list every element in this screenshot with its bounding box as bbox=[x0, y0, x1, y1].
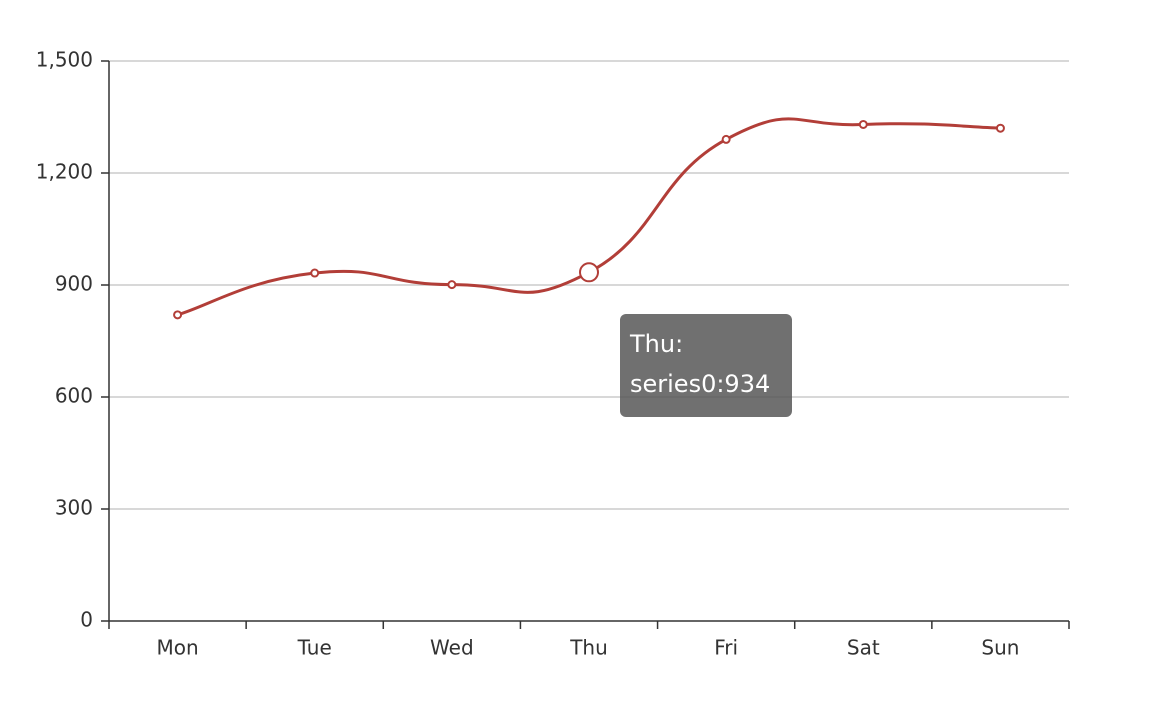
tooltip-box bbox=[620, 314, 792, 417]
tooltip: Thu: series0:934 bbox=[620, 314, 792, 417]
point bbox=[721, 134, 731, 144]
x-tick-label: Thu bbox=[569, 636, 608, 660]
x-tick-label: Sun bbox=[981, 636, 1019, 660]
x-tick-label: Wed bbox=[430, 636, 474, 660]
y-tick-label: 900 bbox=[55, 272, 93, 296]
y-tick-label: 1,500 bbox=[36, 48, 93, 72]
x-tick-label: Fri bbox=[714, 636, 738, 660]
tooltip-title: Thu: bbox=[629, 330, 683, 358]
y-tick-label: 300 bbox=[55, 496, 93, 520]
y-tick-label: 1,200 bbox=[36, 160, 93, 184]
point bbox=[579, 262, 599, 283]
y-tick-label: 600 bbox=[55, 384, 93, 408]
y-tick-label: 0 bbox=[80, 608, 93, 632]
x-tick-label: Tue bbox=[297, 636, 332, 660]
point bbox=[995, 123, 1005, 133]
x-tick-label: Sat bbox=[847, 636, 880, 660]
point bbox=[173, 310, 183, 320]
x-tick-label: Mon bbox=[156, 636, 198, 660]
tooltip-text: series0:934 bbox=[630, 370, 770, 398]
point bbox=[447, 280, 457, 290]
point bbox=[310, 268, 320, 278]
point bbox=[858, 119, 868, 129]
